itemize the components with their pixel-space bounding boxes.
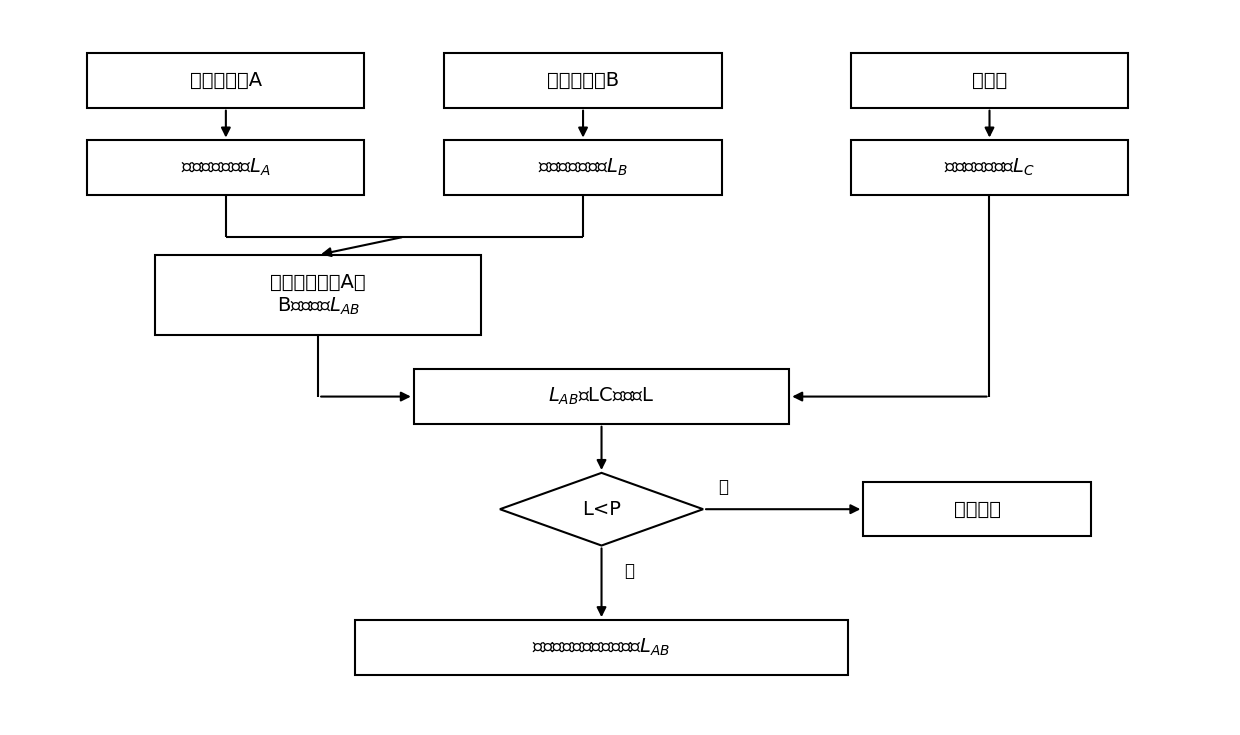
FancyBboxPatch shape (851, 140, 1128, 195)
FancyBboxPatch shape (863, 482, 1091, 537)
Text: 起重机位置数据$L_C$: 起重机位置数据$L_C$ (944, 157, 1035, 179)
FancyBboxPatch shape (155, 255, 481, 335)
Text: 检测故障: 检测故障 (954, 500, 1001, 519)
FancyBboxPatch shape (87, 140, 365, 195)
FancyBboxPatch shape (87, 53, 365, 108)
Text: $L_{AB}$与LC做差为L: $L_{AB}$与LC做差为L (548, 386, 655, 407)
FancyBboxPatch shape (414, 369, 790, 424)
FancyBboxPatch shape (444, 53, 722, 108)
FancyBboxPatch shape (355, 620, 848, 675)
Text: 激光测距仪A: 激光测距仪A (190, 71, 262, 90)
Text: 编码器: 编码器 (972, 71, 1007, 90)
Text: L<P: L<P (582, 500, 621, 519)
Polygon shape (500, 473, 703, 545)
Text: 起重机位置数据$L_B$: 起重机位置数据$L_B$ (538, 157, 629, 179)
FancyBboxPatch shape (444, 140, 722, 195)
Text: 取激光测距仪A和
B的平均值$L_{AB}$: 取激光测距仪A和 B的平均值$L_{AB}$ (270, 273, 366, 317)
Text: 否: 否 (718, 478, 728, 496)
Text: 起重机位置数据$L_A$: 起重机位置数据$L_A$ (181, 157, 270, 179)
Text: 激光测距仪B: 激光测距仪B (547, 71, 619, 90)
FancyBboxPatch shape (851, 53, 1128, 108)
Text: 输出激光测距仪的平均值$L_{AB}$: 输出激光测距仪的平均值$L_{AB}$ (532, 637, 671, 658)
Text: 是: 是 (624, 562, 634, 580)
